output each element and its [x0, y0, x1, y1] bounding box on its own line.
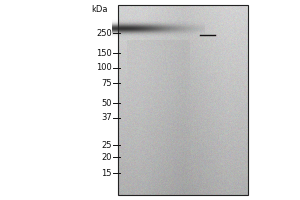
Text: 75: 75 [101, 78, 112, 88]
Text: 20: 20 [101, 152, 112, 162]
Text: 50: 50 [101, 98, 112, 108]
Text: kDa: kDa [92, 5, 108, 15]
Text: 37: 37 [101, 114, 112, 122]
Text: 250: 250 [96, 28, 112, 38]
Text: 100: 100 [96, 64, 112, 72]
Text: 25: 25 [101, 140, 112, 150]
Bar [118, 5, 248, 195]
Text: 15: 15 [101, 168, 112, 178]
Text: 150: 150 [96, 48, 112, 58]
